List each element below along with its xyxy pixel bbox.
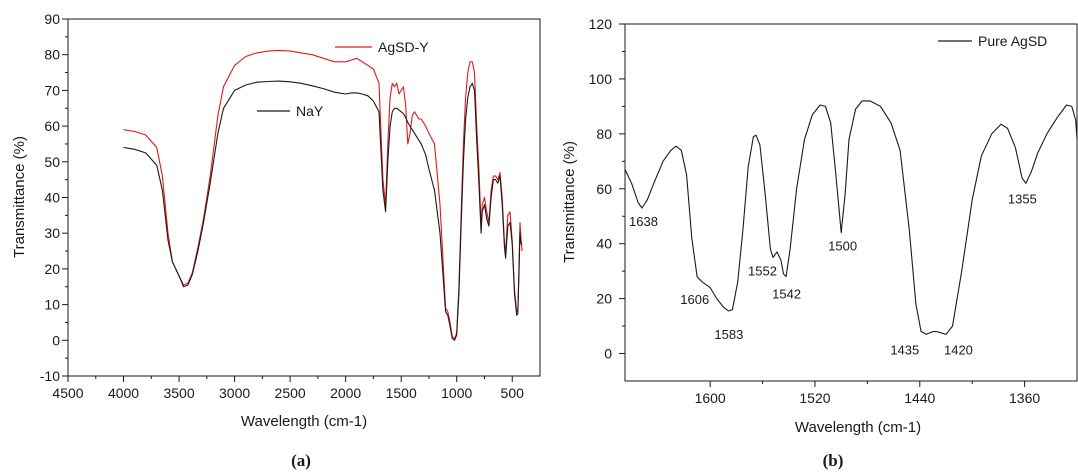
x-tick-label: 1600 (695, 390, 726, 406)
x-tick-label: 1360 (1009, 390, 1040, 406)
y-tick-label: 70 (44, 82, 60, 98)
legend-label: Pure AgSD (978, 33, 1047, 49)
panel-b: 1600 1520 1440 1360 0 20 40 60 80 100 120 1638 1606… (561, 16, 1078, 470)
peak-annotation: 1355 (1008, 191, 1037, 206)
x-tick-label: 3000 (219, 385, 250, 401)
y-tick-label: 30 (44, 225, 60, 241)
x-axis-label-b: Wavelength (cm-1) (795, 419, 921, 436)
y-axis-label-a: Transmittance (%) (11, 136, 28, 258)
y-axis-label-b: Transmittance (%) (561, 141, 578, 263)
y-tick-label: 90 (44, 11, 60, 27)
x-tick-label: 2000 (330, 385, 361, 401)
y-tick-label: 20 (596, 291, 612, 307)
y-tick-label: 80 (596, 126, 612, 142)
y-tick-label: 10 (44, 297, 60, 313)
y-tick-label: 40 (596, 236, 612, 252)
peak-annotation: 1542 (772, 287, 801, 302)
plot-frame-a (67, 18, 541, 377)
y-tick-label: -10 (40, 368, 60, 384)
y-tick-label: 60 (596, 181, 612, 197)
panel-label-a: (a) (291, 451, 311, 470)
series-line-agsd-y (123, 49, 523, 340)
x-tick-label: 4000 (108, 385, 139, 401)
peak-annotation: 1552 (748, 263, 777, 278)
y-tick-label: 120 (589, 16, 613, 32)
x-axis-label-a: Wavelength (cm-1) (241, 413, 367, 430)
y-tick-label: 60 (44, 118, 60, 134)
peak-annotation: 1606 (680, 292, 709, 307)
y-tick-label: 100 (589, 71, 613, 87)
x-tick-label: 1500 (386, 385, 417, 401)
peak-annotation: 1500 (828, 239, 857, 254)
legend-label: AgSD-Y (378, 39, 429, 55)
y-tick-label: 0 (52, 332, 60, 348)
x-tick-label: 2500 (275, 385, 306, 401)
x-tick-label: 3500 (163, 385, 194, 401)
peak-annotation: 1420 (944, 342, 973, 357)
peak-annotation: 1435 (890, 342, 919, 357)
x-tick-label: 500 (501, 385, 525, 401)
y-tick-label: 0 (604, 346, 612, 362)
panel-label-b: (b) (823, 451, 844, 470)
peak-annotation: 1638 (629, 214, 658, 229)
series-line-pure-agsd (624, 100, 1078, 335)
y-tick-label: 80 (44, 47, 60, 63)
x-tick-label: 4500 (52, 385, 83, 401)
x-tick-label: 1440 (904, 390, 935, 406)
y-tick-label: 20 (44, 261, 60, 277)
y-tick-label: 40 (44, 190, 60, 206)
legend-label: NaY (296, 103, 324, 119)
peak-annotation: 1583 (714, 327, 743, 342)
panel-a: 4500 4000 3500 3000 2500 2000 1500 1000 500 -10 0 1… (11, 11, 541, 470)
plot-frame-b (624, 23, 1078, 382)
y-tick-label: 50 (44, 154, 60, 170)
x-tick-label: 1000 (441, 385, 472, 401)
series-line-nay (123, 80, 523, 341)
x-tick-label: 1520 (799, 390, 830, 406)
